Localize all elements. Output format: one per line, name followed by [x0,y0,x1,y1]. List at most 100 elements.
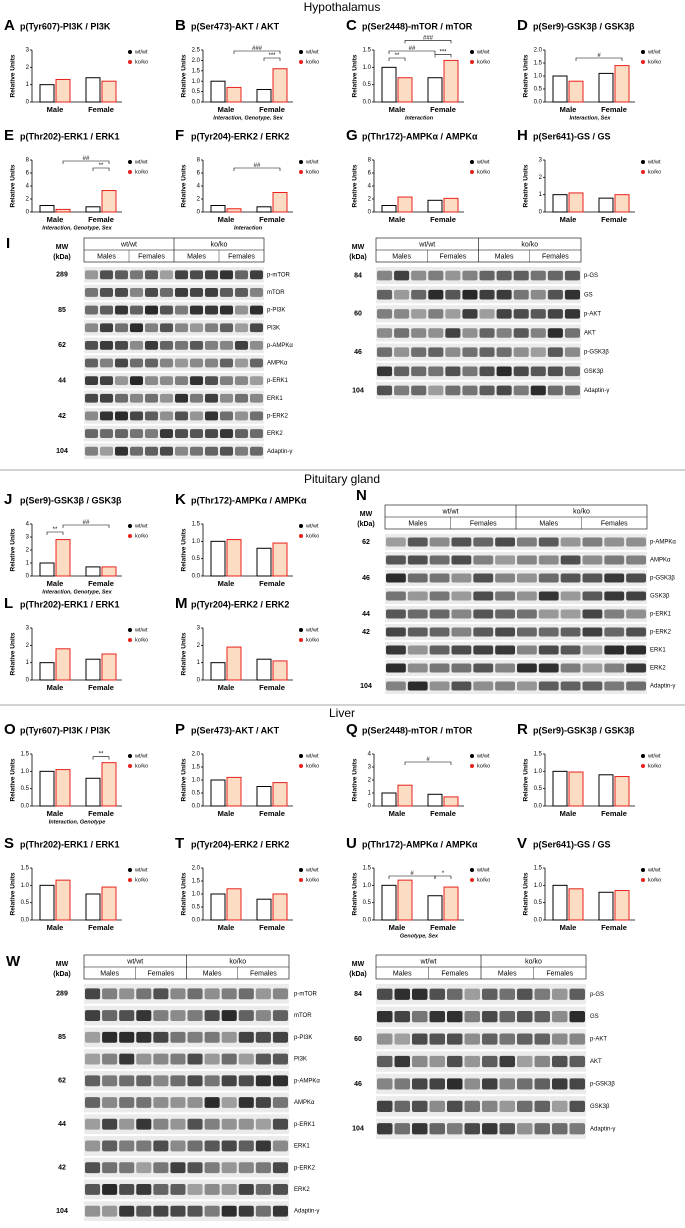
blot-strip [385,534,647,550]
blot-band [479,270,495,281]
blot-band [130,288,143,297]
blot-band [119,1031,135,1043]
section-title: Liver [329,706,355,720]
blot-band [626,555,646,565]
blot-band [604,645,625,655]
blot-band [547,385,563,396]
bar [614,776,630,807]
blot-band [136,988,152,1000]
blot-strip [385,678,647,694]
blot-band [136,1205,152,1217]
blot-band [626,645,646,655]
blot-band [473,537,494,547]
protein-label: mTOR [267,290,285,296]
significance-bracket [388,50,436,54]
legend-marker [128,534,132,538]
bar [256,547,272,577]
mw-header: MW [352,244,365,251]
blot-band [407,537,428,547]
bar [85,206,101,213]
blot-band [482,988,498,1000]
protein-label: p-AKT [584,311,601,317]
blot-band [85,1053,101,1065]
blot-band [513,366,529,377]
mw-value: 104 [352,1126,364,1133]
bar [39,770,55,807]
blot-band [250,323,263,333]
blot-band [429,591,450,601]
blot-band [235,411,248,421]
bar [443,59,459,103]
blot-band [119,1053,135,1065]
blot-band [221,1010,237,1022]
chart-title: p(Ser641)-GS / GS [533,839,611,849]
blot-band [115,358,128,368]
blot-band [130,393,143,403]
blot-strip [84,1027,289,1048]
blot-band [220,376,233,386]
blot-band [394,289,410,300]
legend-label: ko/ko [135,763,148,769]
blot-band [255,1097,271,1108]
legend-label: ko/ko [306,59,319,65]
blot-band [119,988,135,1000]
bar [226,888,242,921]
blot-strip [84,267,264,283]
x-tick-label: Male [218,809,235,818]
blot-band [499,1100,515,1112]
significance-bracket [388,57,406,61]
chart-title: p(Ser9)-GSK3β / GSK3β [533,725,635,735]
footnote: Interaction [405,115,434,121]
blot-band [569,1033,585,1045]
blot-band [496,328,512,338]
blot-band [530,309,546,319]
blot-band [204,1140,220,1152]
significance-bracket [62,524,110,528]
x-tick-label: Female [601,923,627,932]
blot-band [221,1097,237,1108]
blot-strip [385,570,647,586]
bar [210,662,226,681]
blot-band [538,591,559,601]
mw-value: 62 [58,1078,66,1085]
blot-strip [84,1179,289,1200]
blot-band [190,323,203,333]
blot-band [85,411,98,421]
legend-label: ko/ko [306,763,319,769]
blot-band [499,1078,515,1090]
significance-label: ## [83,520,90,526]
blot-band [204,1097,220,1108]
blot-band [85,305,98,315]
protein-label: p-ERK2 [650,630,672,636]
blot-band [429,645,450,655]
y-tick-label: 0.5 [21,786,30,792]
blot-strip [376,267,581,285]
blot-band [560,555,581,565]
blot-band [530,270,546,281]
blot-strip [84,372,264,389]
x-tick-label: Female [601,105,627,114]
legend-marker [470,160,474,164]
blot-band [85,1118,101,1130]
blot-group: ko/ko [525,958,542,965]
bar [397,77,413,103]
bar [552,884,568,921]
x-tick-label: Female [259,215,285,224]
blot-band [582,591,603,601]
blot-band [564,366,580,377]
bar [39,662,55,681]
bar [55,769,71,807]
bar [85,777,101,807]
significance-bracket [575,57,623,61]
blot-band [495,555,515,565]
y-tick-label: 8 [368,158,372,164]
blot-band [204,1162,220,1174]
blot-band [160,376,173,386]
mw-value: 62 [362,539,370,546]
blot-group: wt/wt [442,508,459,515]
blot-band [115,270,128,280]
blot-band [238,1162,254,1174]
blot-band [517,988,533,1000]
blot-band [170,1010,186,1022]
blot-band [221,1075,237,1087]
